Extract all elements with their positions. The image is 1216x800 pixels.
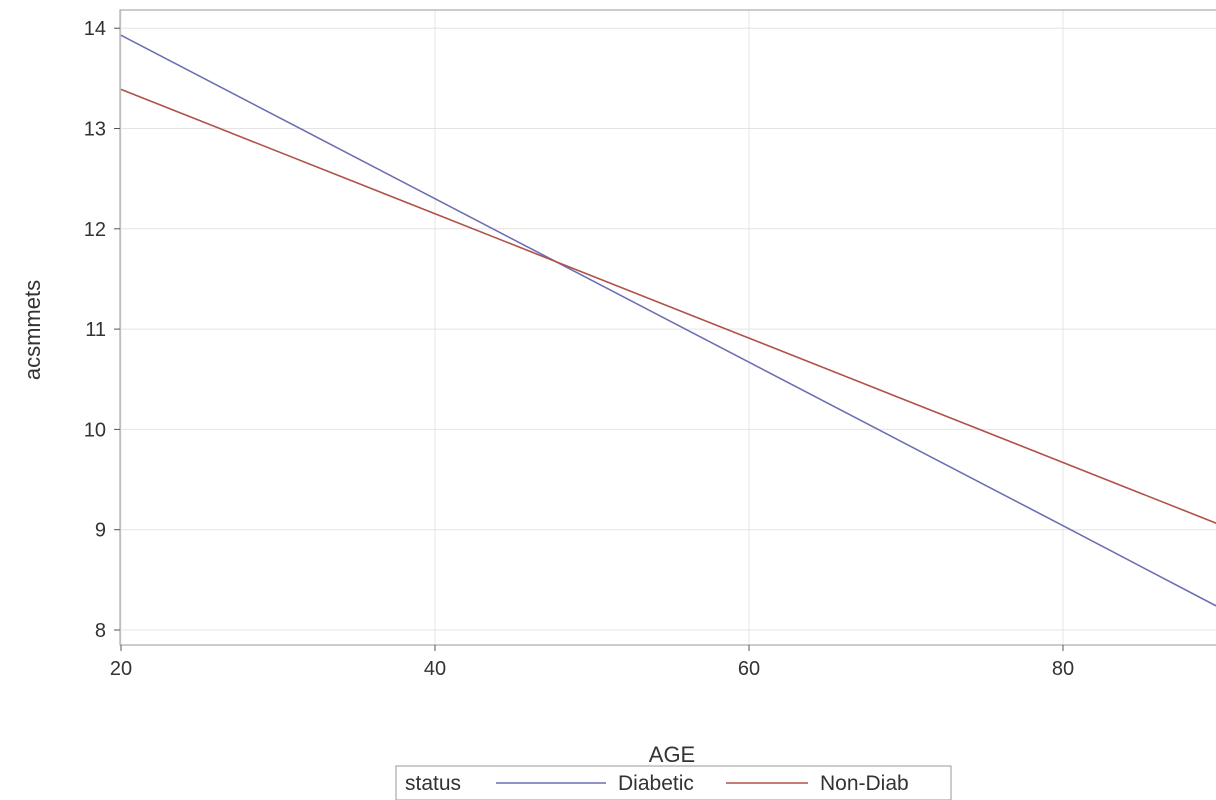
x-tick-label: 40 — [424, 658, 446, 680]
y-tick-label: 8 — [95, 620, 106, 642]
axes: 20 40 60 80 8 9 10 11 12 13 14 — [84, 18, 1074, 680]
x-tick-label: 20 — [110, 658, 132, 680]
y-tick-label: 13 — [84, 119, 106, 141]
legend-label-non-diab: Non-Diab — [820, 772, 909, 795]
legend: status Diabetic Non-Diab — [395, 765, 952, 800]
x-axis-title: AGE — [649, 742, 695, 767]
x-tick-label: 80 — [1052, 658, 1074, 680]
x-tick-label: 60 — [738, 658, 760, 680]
y-tick-label: 12 — [84, 219, 106, 241]
grid-lines — [120, 10, 1216, 645]
y-tick-label: 9 — [95, 520, 106, 542]
y-tick-label: 11 — [85, 319, 106, 341]
y-tick-label: 14 — [84, 18, 106, 40]
series-line-diabetic — [120, 34, 1216, 607]
legend-title: status — [405, 772, 461, 795]
series-line-non-diab — [120, 88, 1216, 524]
legend-box — [395, 765, 952, 800]
y-tick-label: 10 — [84, 419, 106, 441]
plot-area-frame — [119, 9, 1216, 646]
series-lines — [120, 34, 1216, 607]
legend-label-diabetic: Diabetic — [618, 772, 694, 795]
y-axis-title: acsmmets — [20, 280, 45, 380]
